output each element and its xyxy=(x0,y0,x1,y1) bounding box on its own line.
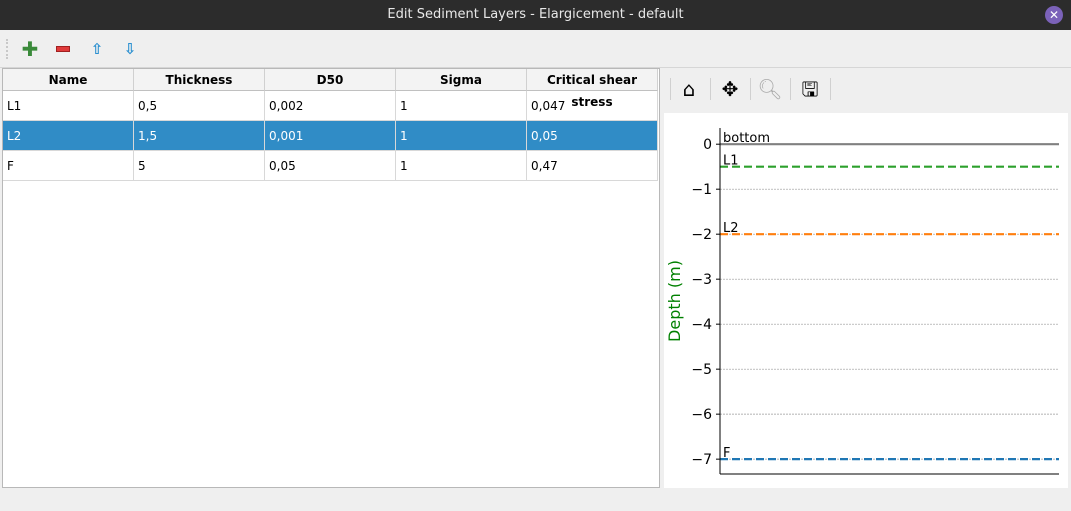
table-row[interactable]: L1 0,5 0,002 1 0,047 xyxy=(3,91,659,121)
table-cell[interactable]: 1,5 xyxy=(134,121,265,151)
plot-toolbar: ⌂ ✥ 🔍︎ 🖫 xyxy=(664,70,1068,108)
table-cell[interactable]: 5 xyxy=(134,151,265,181)
close-icon[interactable]: ✕ xyxy=(1045,6,1063,24)
layer-label: bottom xyxy=(723,131,770,146)
table-cell[interactable]: 0,001 xyxy=(265,121,396,151)
table-cell[interactable]: 0,05 xyxy=(265,151,396,181)
layer-label: L2 xyxy=(723,221,739,236)
table-row[interactable]: L2 1,5 0,001 1 0,05 xyxy=(3,121,659,151)
table-cell[interactable]: 1 xyxy=(396,91,527,121)
save-icon[interactable]: 🖫 xyxy=(801,77,819,101)
table-cell[interactable]: 0,5 xyxy=(134,91,265,121)
table-cell[interactable]: 1 xyxy=(396,121,527,151)
table-cell[interactable]: L1 xyxy=(3,91,134,121)
arrow-up-icon[interactable]: ⇧ xyxy=(90,40,104,58)
table-cell[interactable]: F xyxy=(3,151,134,181)
y-tick-label: −2 xyxy=(691,227,712,243)
column-header[interactable]: Thickness xyxy=(134,69,265,91)
y-tick-label: −3 xyxy=(691,272,712,288)
y-tick-label: −4 xyxy=(691,317,712,333)
move-icon[interactable]: ✥ xyxy=(721,77,739,101)
arrow-down-icon[interactable]: ⇩ xyxy=(123,40,137,58)
column-header[interactable]: Sigma xyxy=(396,69,527,91)
y-tick-label: −1 xyxy=(691,182,712,198)
table-cell[interactable]: 0,047 xyxy=(527,91,658,121)
minus-icon[interactable] xyxy=(54,40,72,58)
table-cell[interactable]: 0,05 xyxy=(527,121,658,151)
table-header: Name Thickness D50 Sigma Critical shear … xyxy=(3,69,659,109)
y-tick-label: −5 xyxy=(691,362,712,378)
window-title: Edit Sediment Layers - Elargicement - de… xyxy=(387,7,684,22)
layers-table: Name Thickness D50 Sigma Critical shear … xyxy=(2,68,660,488)
home-icon[interactable]: ⌂ xyxy=(682,77,696,101)
y-tick-label: −6 xyxy=(691,407,712,423)
layer-label: L1 xyxy=(723,154,739,169)
title-bar: Edit Sediment Layers - Elargicement - de… xyxy=(0,0,1071,30)
y-axis-label: Depth (m) xyxy=(665,260,684,342)
table-cell[interactable]: 0,47 xyxy=(527,151,658,181)
table-cell[interactable]: L2 xyxy=(3,121,134,151)
depth-plot: 0 −1 −2 −3 −4 −5 −6 −7 bottom L1 L2 F Depth (m) xyxy=(665,128,1059,475)
plot-canvas[interactable]: 0 −1 −2 −3 −4 −5 −6 −7 bottom L1 L2 F Depth (m) xyxy=(664,113,1068,488)
table-cell[interactable]: 1 xyxy=(396,151,527,181)
column-header[interactable]: D50 xyxy=(265,69,396,91)
status-bar xyxy=(0,490,1071,511)
y-tick-label: 0 xyxy=(703,137,712,153)
column-header[interactable]: Name xyxy=(3,69,134,91)
magnifier-icon[interactable]: 🔍︎ xyxy=(757,77,783,101)
layer-label: F xyxy=(723,446,730,461)
table-cell[interactable]: 0,002 xyxy=(265,91,396,121)
toolbar-grip[interactable] xyxy=(6,39,9,59)
toolbar: ✚ ⇧ ⇩ xyxy=(0,30,1071,68)
table-row[interactable]: F 5 0,05 1 0,47 xyxy=(3,151,659,181)
plus-icon[interactable]: ✚ xyxy=(21,37,39,61)
column-header[interactable]: Critical shear stress xyxy=(527,69,658,109)
y-tick-label: −7 xyxy=(691,452,712,468)
